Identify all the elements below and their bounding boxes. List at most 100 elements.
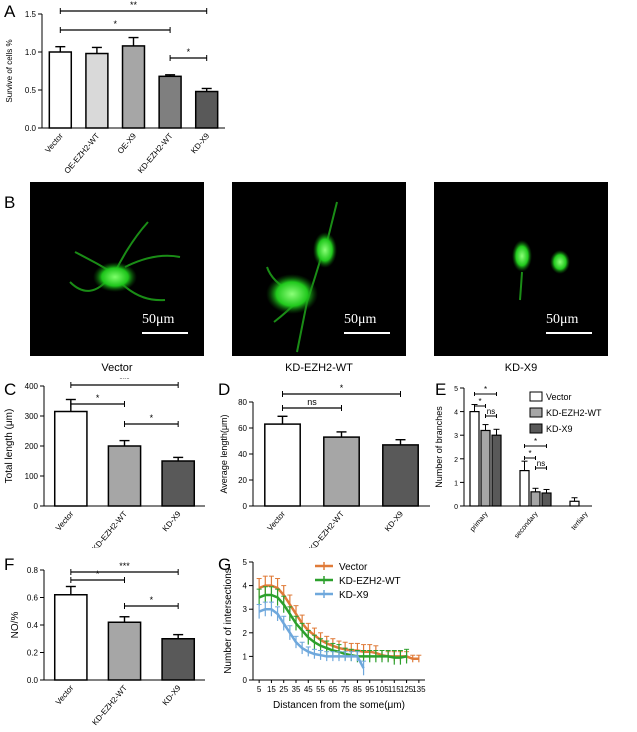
y-tick-label: 0.0 xyxy=(27,676,39,685)
x-tick-label: 25 xyxy=(279,685,288,694)
scale-label: 50μm xyxy=(344,312,377,327)
scale-label: 50μm xyxy=(546,312,579,327)
x-tick-label: KD-EZH2-WT xyxy=(90,509,129,548)
legend-swatch xyxy=(529,391,543,402)
bar-oe-ezh2-wt xyxy=(85,52,109,129)
x-tick-label: 75 xyxy=(341,685,350,694)
bar-kd-ezh2-wt xyxy=(323,436,360,507)
y-tick-label: 0.5 xyxy=(25,86,37,95)
x-tick-label: OE-X9 xyxy=(116,131,139,156)
y-tick-label: 40 xyxy=(238,450,247,459)
bar-kd-x9 xyxy=(541,492,552,507)
y-axis-label: Number of branches xyxy=(434,406,444,488)
caption-kd-ezh2-wt: KD-EZH2-WT xyxy=(285,362,353,374)
significance-label: * xyxy=(113,19,117,29)
y-tick-label: 1 xyxy=(243,652,248,661)
legend-label: Vector xyxy=(546,392,572,402)
x-tick-label: Vector xyxy=(43,131,65,154)
y-tick-label: 0 xyxy=(243,676,248,685)
y-tick-label: 300 xyxy=(25,412,39,421)
x-tick-label: KD-X9 xyxy=(161,509,183,533)
scale-label: 50μm xyxy=(142,312,175,327)
legend-label: KD-EZH2-WT xyxy=(546,408,602,418)
bar-vector xyxy=(264,423,301,507)
scale-bar xyxy=(546,332,592,334)
x-tick-label: KD-X9 xyxy=(383,509,405,533)
neuron-image-kd-ezh2-wt xyxy=(266,201,338,353)
y-tick-label: 20 xyxy=(238,476,247,485)
significance-label: ** xyxy=(130,0,138,10)
bar-kd-x9 xyxy=(161,460,196,507)
x-tick-label: 35 xyxy=(292,685,301,694)
x-tick-label: KD-EZH2-WT xyxy=(307,509,346,548)
y-axis-label: Total length (μm) xyxy=(4,409,15,484)
x-tick-label: KD-EZH2-WT xyxy=(136,131,175,175)
legend-swatch xyxy=(529,423,543,434)
significance-label: * xyxy=(534,437,537,446)
bar-vector xyxy=(53,594,88,681)
legend-label: KD-EZH2-WT xyxy=(339,576,401,587)
significance-label: * xyxy=(340,383,344,393)
y-tick-label: 0 xyxy=(454,504,458,511)
panel-letter-c: C xyxy=(4,380,17,399)
y-axis-label: Number of intersections xyxy=(223,568,234,674)
significance-label: * xyxy=(96,569,100,579)
x-tick-label: 5 xyxy=(257,685,262,694)
y-tick-label: 1.5 xyxy=(25,10,37,19)
y-tick-label: 2 xyxy=(243,629,248,638)
x-tick-label: 135 xyxy=(412,685,426,694)
y-tick-label: 5 xyxy=(243,558,248,567)
significance-label: *** xyxy=(119,561,130,571)
x-tick-label: 105 xyxy=(375,685,389,694)
significance-label: * xyxy=(187,47,191,57)
bar-vector xyxy=(519,469,530,507)
x-tick-label: 85 xyxy=(353,685,362,694)
x-tick-label: primary xyxy=(469,510,490,533)
y-tick-label: 1 xyxy=(454,480,458,487)
bar-kd-ezh2-wt xyxy=(107,621,142,681)
significance-label: * xyxy=(96,393,100,403)
y-tick-label: 5 xyxy=(454,386,458,393)
x-tick-label: 55 xyxy=(316,685,325,694)
panel-letter-a: A xyxy=(4,2,16,21)
significance-label: * xyxy=(478,397,481,406)
y-axis-label: Average length(μm) xyxy=(219,414,229,493)
bar-kd-x9 xyxy=(194,90,219,129)
chart-f-no: 0.0 0.2 0.4 0.6 0.8 NO/% Vector KD-EZH2-WT KD-X9… xyxy=(10,561,205,727)
panel-letter-f: F xyxy=(4,555,15,574)
legend-label: KD-X9 xyxy=(339,590,369,601)
x-tick-label: KD-X9 xyxy=(189,131,211,155)
y-tick-label: 0 xyxy=(243,502,248,511)
bar-kd-x9 xyxy=(161,638,196,681)
panel-letter-d: D xyxy=(218,380,231,399)
significance-label: * xyxy=(484,385,487,394)
y-tick-label: 60 xyxy=(238,424,247,433)
x-tick-label: KD-EZH2-WT xyxy=(90,683,129,727)
y-tick-label: 400 xyxy=(25,382,39,391)
scale-bar xyxy=(142,332,188,334)
x-tick-label: 125 xyxy=(400,685,414,694)
caption-kd-x9: KD-X9 xyxy=(504,362,538,374)
bar-kd-ezh2-wt xyxy=(530,491,541,507)
y-tick-label: 0.6 xyxy=(27,594,39,603)
panel-letter-e: E xyxy=(435,380,447,399)
x-tick-label: 15 xyxy=(267,685,276,694)
micrograph-kd-x9: 50μm xyxy=(434,182,608,356)
y-tick-label: 4 xyxy=(454,410,458,417)
y-axis-label: Survive of cells % xyxy=(5,39,14,102)
y-tick-label: 80 xyxy=(238,398,247,407)
y-tick-label: 100 xyxy=(25,472,39,481)
y-tick-label: 0.4 xyxy=(27,621,39,630)
x-tick-label: 45 xyxy=(304,685,313,694)
bar-vector xyxy=(469,410,480,507)
significance-label: *** xyxy=(119,378,130,384)
significance-label: * xyxy=(528,449,531,458)
significance-label: ns xyxy=(537,459,545,468)
y-axis-label: NO/% xyxy=(10,612,21,639)
y-tick-label: 0.2 xyxy=(27,649,39,658)
x-tick-label: Vector xyxy=(266,509,288,532)
bar-kd-x9 xyxy=(491,434,502,507)
significance-label: ns xyxy=(487,407,495,416)
bar-oe-x9 xyxy=(121,45,146,129)
y-tick-label: 200 xyxy=(25,442,39,451)
